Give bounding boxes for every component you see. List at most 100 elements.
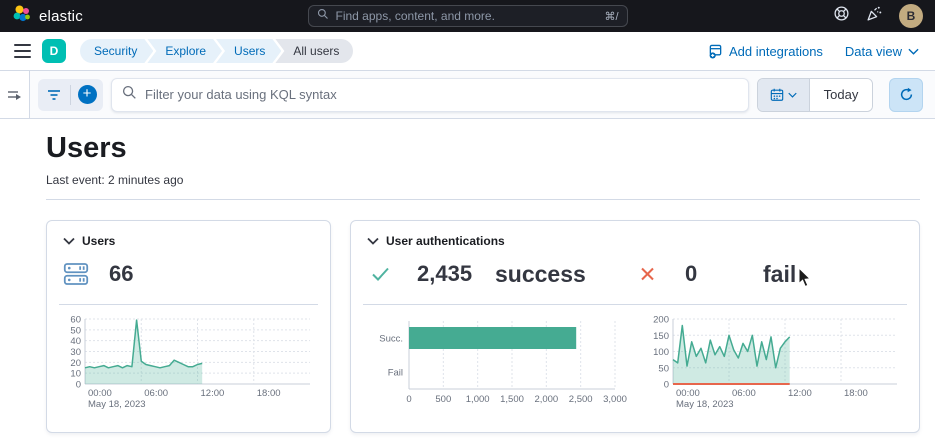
auth-fail-count: 0 xyxy=(685,261,698,286)
auth-bar-chart: 0 500 1,000 1,500 2,000 2,500 3,000 Succ. Fail xyxy=(379,321,627,405)
storage-icon xyxy=(63,262,109,286)
svg-text:06:00: 06:00 xyxy=(144,388,168,399)
user-avatar[interactable]: B xyxy=(899,4,923,28)
plus-icon: + xyxy=(77,85,97,104)
main-content: Users Last event: 2 minutes ago Users xyxy=(0,119,935,433)
search-icon xyxy=(122,85,137,105)
svg-text:60: 60 xyxy=(70,315,81,326)
users-kpi: 66 xyxy=(63,257,314,291)
svg-text:10: 10 xyxy=(70,369,81,380)
brand-name: elastic xyxy=(39,7,83,25)
today-button[interactable]: Today xyxy=(810,78,872,111)
auth-charts-row: 0 50 0 1,000 1,500 2,000 2,500 3,000 Succ. Fail 0… xyxy=(367,313,903,411)
svg-text:0: 0 xyxy=(664,380,669,391)
space-avatar[interactable]: D xyxy=(42,39,66,63)
svg-text:50: 50 xyxy=(658,363,669,374)
refresh-icon xyxy=(900,87,912,101)
svg-text:2,500: 2,500 xyxy=(569,394,593,405)
svg-text:06:00: 06:00 xyxy=(732,388,756,399)
breadcrumb-bar: D Security Explore Users All users Add i… xyxy=(0,32,935,71)
date-picker-group: Today xyxy=(757,77,873,112)
brand[interactable]: elastic xyxy=(12,4,242,29)
svg-text:Succ.: Succ. xyxy=(379,334,403,345)
svg-text:100: 100 xyxy=(653,347,669,358)
elastic-logo-icon xyxy=(12,4,32,29)
svg-text:50: 50 xyxy=(70,325,81,336)
breadcrumb-security[interactable]: Security xyxy=(80,39,153,63)
auth-fail-label: fail xyxy=(763,260,797,287)
global-search-placeholder: Find apps, content, and more. xyxy=(335,9,495,23)
svg-text:Fail: Fail xyxy=(388,368,403,379)
page-actions: Add integrations Data view xyxy=(708,44,919,59)
kql-search-input[interactable]: Filter your data using KQL syntax xyxy=(111,77,749,112)
calendar-icon xyxy=(770,88,784,101)
auth-card-title: User authentications xyxy=(386,234,505,248)
global-header: elastic Find apps, content, and more. ⌘/ xyxy=(0,0,935,32)
kpi-cards-row: Users 66 0 10 20 30 40 50 60 00:00 May 18, 2023 0 xyxy=(46,220,920,433)
header-actions: B xyxy=(693,4,923,28)
menu-icon[interactable] xyxy=(8,37,36,65)
breadcrumb-all-users: All users xyxy=(275,39,354,63)
filter-bar: + Filter your data using KQL syntax xyxy=(0,71,935,119)
svg-text:May 18, 2023: May 18, 2023 xyxy=(676,399,734,410)
help-icon[interactable] xyxy=(833,5,850,27)
divider xyxy=(46,199,920,200)
svg-text:18:00: 18:00 xyxy=(257,388,281,399)
sidebar-expand-button[interactable] xyxy=(0,71,30,118)
divider xyxy=(70,84,71,105)
add-integrations-button[interactable]: Add integrations xyxy=(708,44,823,59)
date-picker-button[interactable] xyxy=(758,78,810,111)
global-search-input[interactable]: Find apps, content, and more. ⌘/ xyxy=(307,5,628,27)
x-icon xyxy=(635,266,685,282)
users-count: 66 xyxy=(109,261,134,286)
breadcrumb: Security Explore Users All users xyxy=(80,39,354,63)
svg-text:18:00: 18:00 xyxy=(844,388,868,399)
last-event-text: Last event: 2 minutes ago xyxy=(46,173,184,187)
search-icon xyxy=(317,7,329,25)
filter-list-button[interactable] xyxy=(38,79,70,111)
svg-text:40: 40 xyxy=(70,336,81,347)
chevron-down-icon xyxy=(908,48,919,55)
chevron-down-icon xyxy=(788,92,797,98)
svg-text:00:00: 00:00 xyxy=(676,388,700,399)
svg-text:12:00: 12:00 xyxy=(788,388,812,399)
refresh-button[interactable] xyxy=(889,77,923,112)
svg-text:12:00: 12:00 xyxy=(201,388,225,399)
auth-kpi: 2,435 success 0 fail xyxy=(367,257,903,291)
users-card: Users 66 0 10 20 30 40 50 60 00:00 May 18, 2023 0 xyxy=(46,220,331,433)
users-card-title: Users xyxy=(82,234,116,248)
chevron-down-icon xyxy=(367,237,379,245)
data-view-label: Data view xyxy=(844,43,902,59)
whats-new-icon[interactable] xyxy=(866,5,883,27)
auth-success-label: success xyxy=(495,260,586,287)
query-controls: + Filter your data using KQL syntax xyxy=(30,71,935,118)
search-shortcut: ⌘/ xyxy=(604,10,619,23)
svg-text:2,000: 2,000 xyxy=(534,394,558,405)
svg-text:1,000: 1,000 xyxy=(466,394,490,405)
kql-placeholder: Filter your data using KQL syntax xyxy=(145,87,337,102)
auth-fail-kpi: 0 fail xyxy=(635,261,903,288)
add-filter-button[interactable]: + xyxy=(71,79,103,111)
svg-text:1,500: 1,500 xyxy=(500,394,524,405)
svg-text:00:00: 00:00 xyxy=(88,388,112,399)
user-authentications-card: User authentications 2,435 success 0 fai… xyxy=(350,220,920,433)
breadcrumb-users[interactable]: Users xyxy=(216,39,281,63)
svg-text:20: 20 xyxy=(70,358,81,369)
svg-text:3,000: 3,000 xyxy=(603,394,627,405)
auth-success-count: 2,435 xyxy=(417,261,473,286)
page-title: Users xyxy=(46,132,127,164)
filter-icon xyxy=(48,89,60,100)
auth-card-toggle[interactable]: User authentications xyxy=(367,234,903,248)
svg-text:30: 30 xyxy=(70,347,81,358)
add-integrations-label: Add integrations xyxy=(728,43,823,59)
check-icon xyxy=(367,266,417,282)
breadcrumb-explore[interactable]: Explore xyxy=(147,39,222,63)
auth-success-kpi: 2,435 success xyxy=(367,261,635,288)
chevron-down-icon xyxy=(63,237,75,245)
svg-text:0: 0 xyxy=(406,394,411,405)
data-view-dropdown[interactable]: Data view xyxy=(845,44,919,59)
users-card-toggle[interactable]: Users xyxy=(63,234,314,248)
svg-text:May 18, 2023: May 18, 2023 xyxy=(88,399,146,410)
svg-text:200: 200 xyxy=(653,315,669,326)
